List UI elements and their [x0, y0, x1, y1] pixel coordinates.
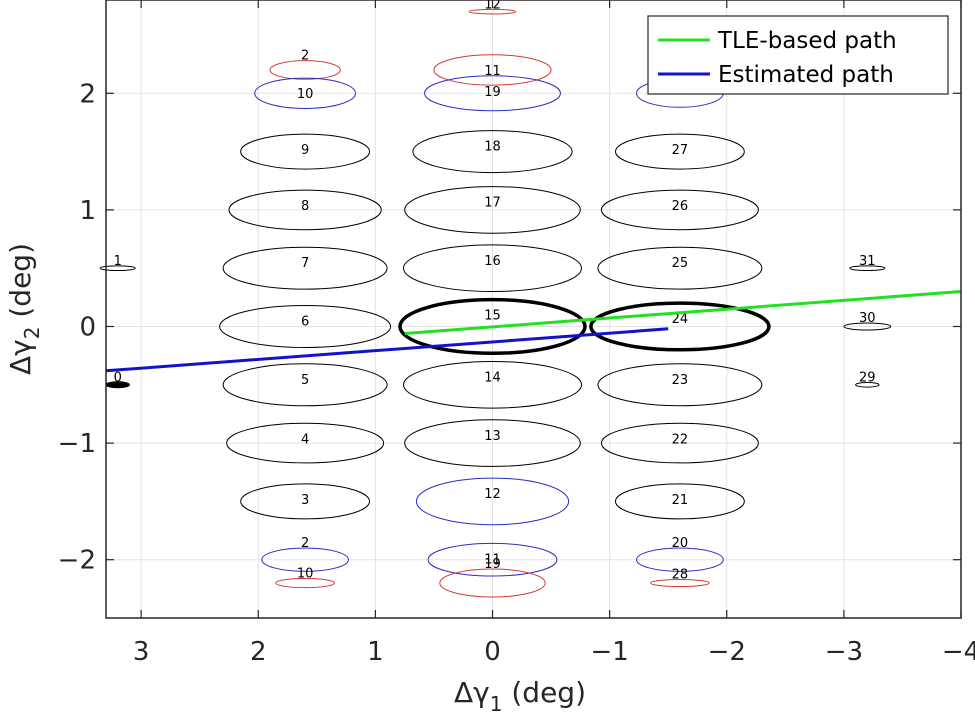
- beam-ellipse-31: [849, 265, 886, 272]
- beam-label-1: 1: [114, 254, 122, 269]
- y-tick-label: −2: [58, 546, 96, 576]
- beam-ellipse-25: [597, 246, 763, 290]
- y-tick-label: 1: [79, 196, 96, 226]
- beam-ellipse-20: [636, 547, 724, 572]
- beam-label-11: 11: [484, 64, 501, 79]
- beam-label-7: 7: [301, 256, 309, 271]
- beam-label-8: 8: [301, 199, 309, 214]
- x-tick-label: −1: [590, 637, 628, 667]
- x-tick-label: 0: [484, 637, 501, 667]
- beam-label-11: 11: [484, 552, 501, 567]
- beam-ellipse-8: [228, 189, 382, 231]
- beam-ellipse-26: [600, 189, 759, 231]
- beam-ellipse-19: [424, 75, 561, 112]
- beam-label-21: 21: [672, 493, 689, 508]
- beam-label-23: 23: [672, 373, 689, 388]
- beam-ellipse-27: [614, 133, 745, 170]
- plot-frame: [105, 0, 962, 619]
- x-tick-label: −4: [942, 637, 975, 667]
- legend-label-tle: TLE-based path: [717, 28, 897, 54]
- beam-label-9: 9: [301, 143, 309, 158]
- beam-ellipse-16: [402, 244, 583, 293]
- beam-ellipse-29: [855, 381, 880, 388]
- beam-label-19: 19: [484, 557, 501, 572]
- beam-ellipse-14: [402, 360, 583, 409]
- beam-label-0: 0: [114, 370, 122, 385]
- beam-ellipse-28: [650, 579, 710, 588]
- beam-label-10: 10: [297, 87, 314, 102]
- y-tick-label: −1: [58, 429, 96, 459]
- beam-ellipse-11: [433, 54, 552, 86]
- y-axis-label: Δγ2 (deg): [4, 243, 44, 375]
- beam-label-26: 26: [672, 199, 689, 214]
- beam-label-29: 29: [859, 370, 876, 385]
- beam-label-2: 2: [301, 49, 309, 64]
- x-tick-label: −2: [708, 637, 746, 667]
- beam-ellipse-13: [404, 419, 581, 467]
- beam-ellipse-22: [600, 422, 759, 464]
- beam-ellipse-23: [597, 363, 763, 407]
- beam-label-25: 25: [672, 256, 689, 271]
- beam-label-12: 12: [484, 487, 501, 502]
- beam-ellipse-30: [843, 322, 892, 331]
- beam-label-2: 2: [301, 536, 309, 551]
- beam-ellipse-12: [468, 8, 517, 15]
- beam-label-16: 16: [484, 254, 501, 269]
- beam-label-27: 27: [672, 143, 689, 158]
- beam-label-20: 20: [672, 536, 689, 551]
- beam-ellipse-10: [275, 577, 335, 589]
- beam-label-13: 13: [484, 429, 501, 444]
- series-line-0: [404, 290, 962, 335]
- beam-label-28: 28: [672, 568, 689, 583]
- beam-ellipse-11: [427, 542, 558, 577]
- beam-ellipse-18: [412, 130, 573, 174]
- beam-label-31: 31: [859, 254, 876, 269]
- y-tick-label: 0: [79, 312, 96, 342]
- beam-ellipse-10: [254, 77, 356, 109]
- beam-ellipse-1: [99, 265, 136, 272]
- beam-ellipse-12: [415, 477, 570, 526]
- beam-label-18: 18: [484, 140, 501, 155]
- beam-label-14: 14: [484, 370, 501, 385]
- beam-label-30: 30: [859, 311, 876, 326]
- beam-label-17: 17: [484, 196, 501, 211]
- beam-label-3: 3: [301, 493, 309, 508]
- beam-label-10: 10: [297, 566, 314, 581]
- beam-ellipse-4: [226, 422, 385, 464]
- beam-ellipse-21: [614, 483, 745, 520]
- legend: TLE-based path Estimated path: [647, 15, 949, 95]
- legend-box: [647, 15, 949, 95]
- beam-ellipse-3: [240, 483, 371, 520]
- beam-label-15: 15: [484, 309, 501, 324]
- x-tick-label: −3: [825, 637, 863, 667]
- beam-label-4: 4: [301, 432, 309, 447]
- beam-ellipse-7: [222, 246, 388, 290]
- beam-ellipse-17: [404, 186, 581, 234]
- plot-background: [106, 0, 961, 618]
- beam-ellipse-24: [589, 301, 771, 352]
- beam-label-5: 5: [301, 373, 309, 388]
- beam-ellipse-2: [261, 547, 349, 572]
- beam-ellipse-6: [219, 305, 392, 348]
- beam-ellipse-2: [269, 60, 341, 80]
- beam-ellipse-9: [240, 133, 371, 170]
- beam-label-19: 19: [484, 85, 501, 100]
- beam-ellipse-15: [398, 297, 587, 356]
- x-tick-label: 3: [133, 637, 150, 667]
- beam-ellipse-5: [222, 363, 388, 407]
- y-tick-label: 2: [79, 79, 96, 109]
- beam-label-22: 22: [672, 432, 689, 447]
- beam-ellipse-19: [439, 568, 546, 598]
- x-tick-label: 2: [250, 637, 267, 667]
- path-series: [105, 290, 962, 373]
- legend-label-estimated: Estimated path: [718, 62, 894, 88]
- x-axis-label: Δγ1 (deg): [454, 676, 586, 716]
- beam-label-6: 6: [301, 315, 309, 330]
- x-tick-label: 1: [367, 637, 384, 667]
- series-line-1: [105, 327, 669, 373]
- beam-label-24: 24: [672, 312, 689, 327]
